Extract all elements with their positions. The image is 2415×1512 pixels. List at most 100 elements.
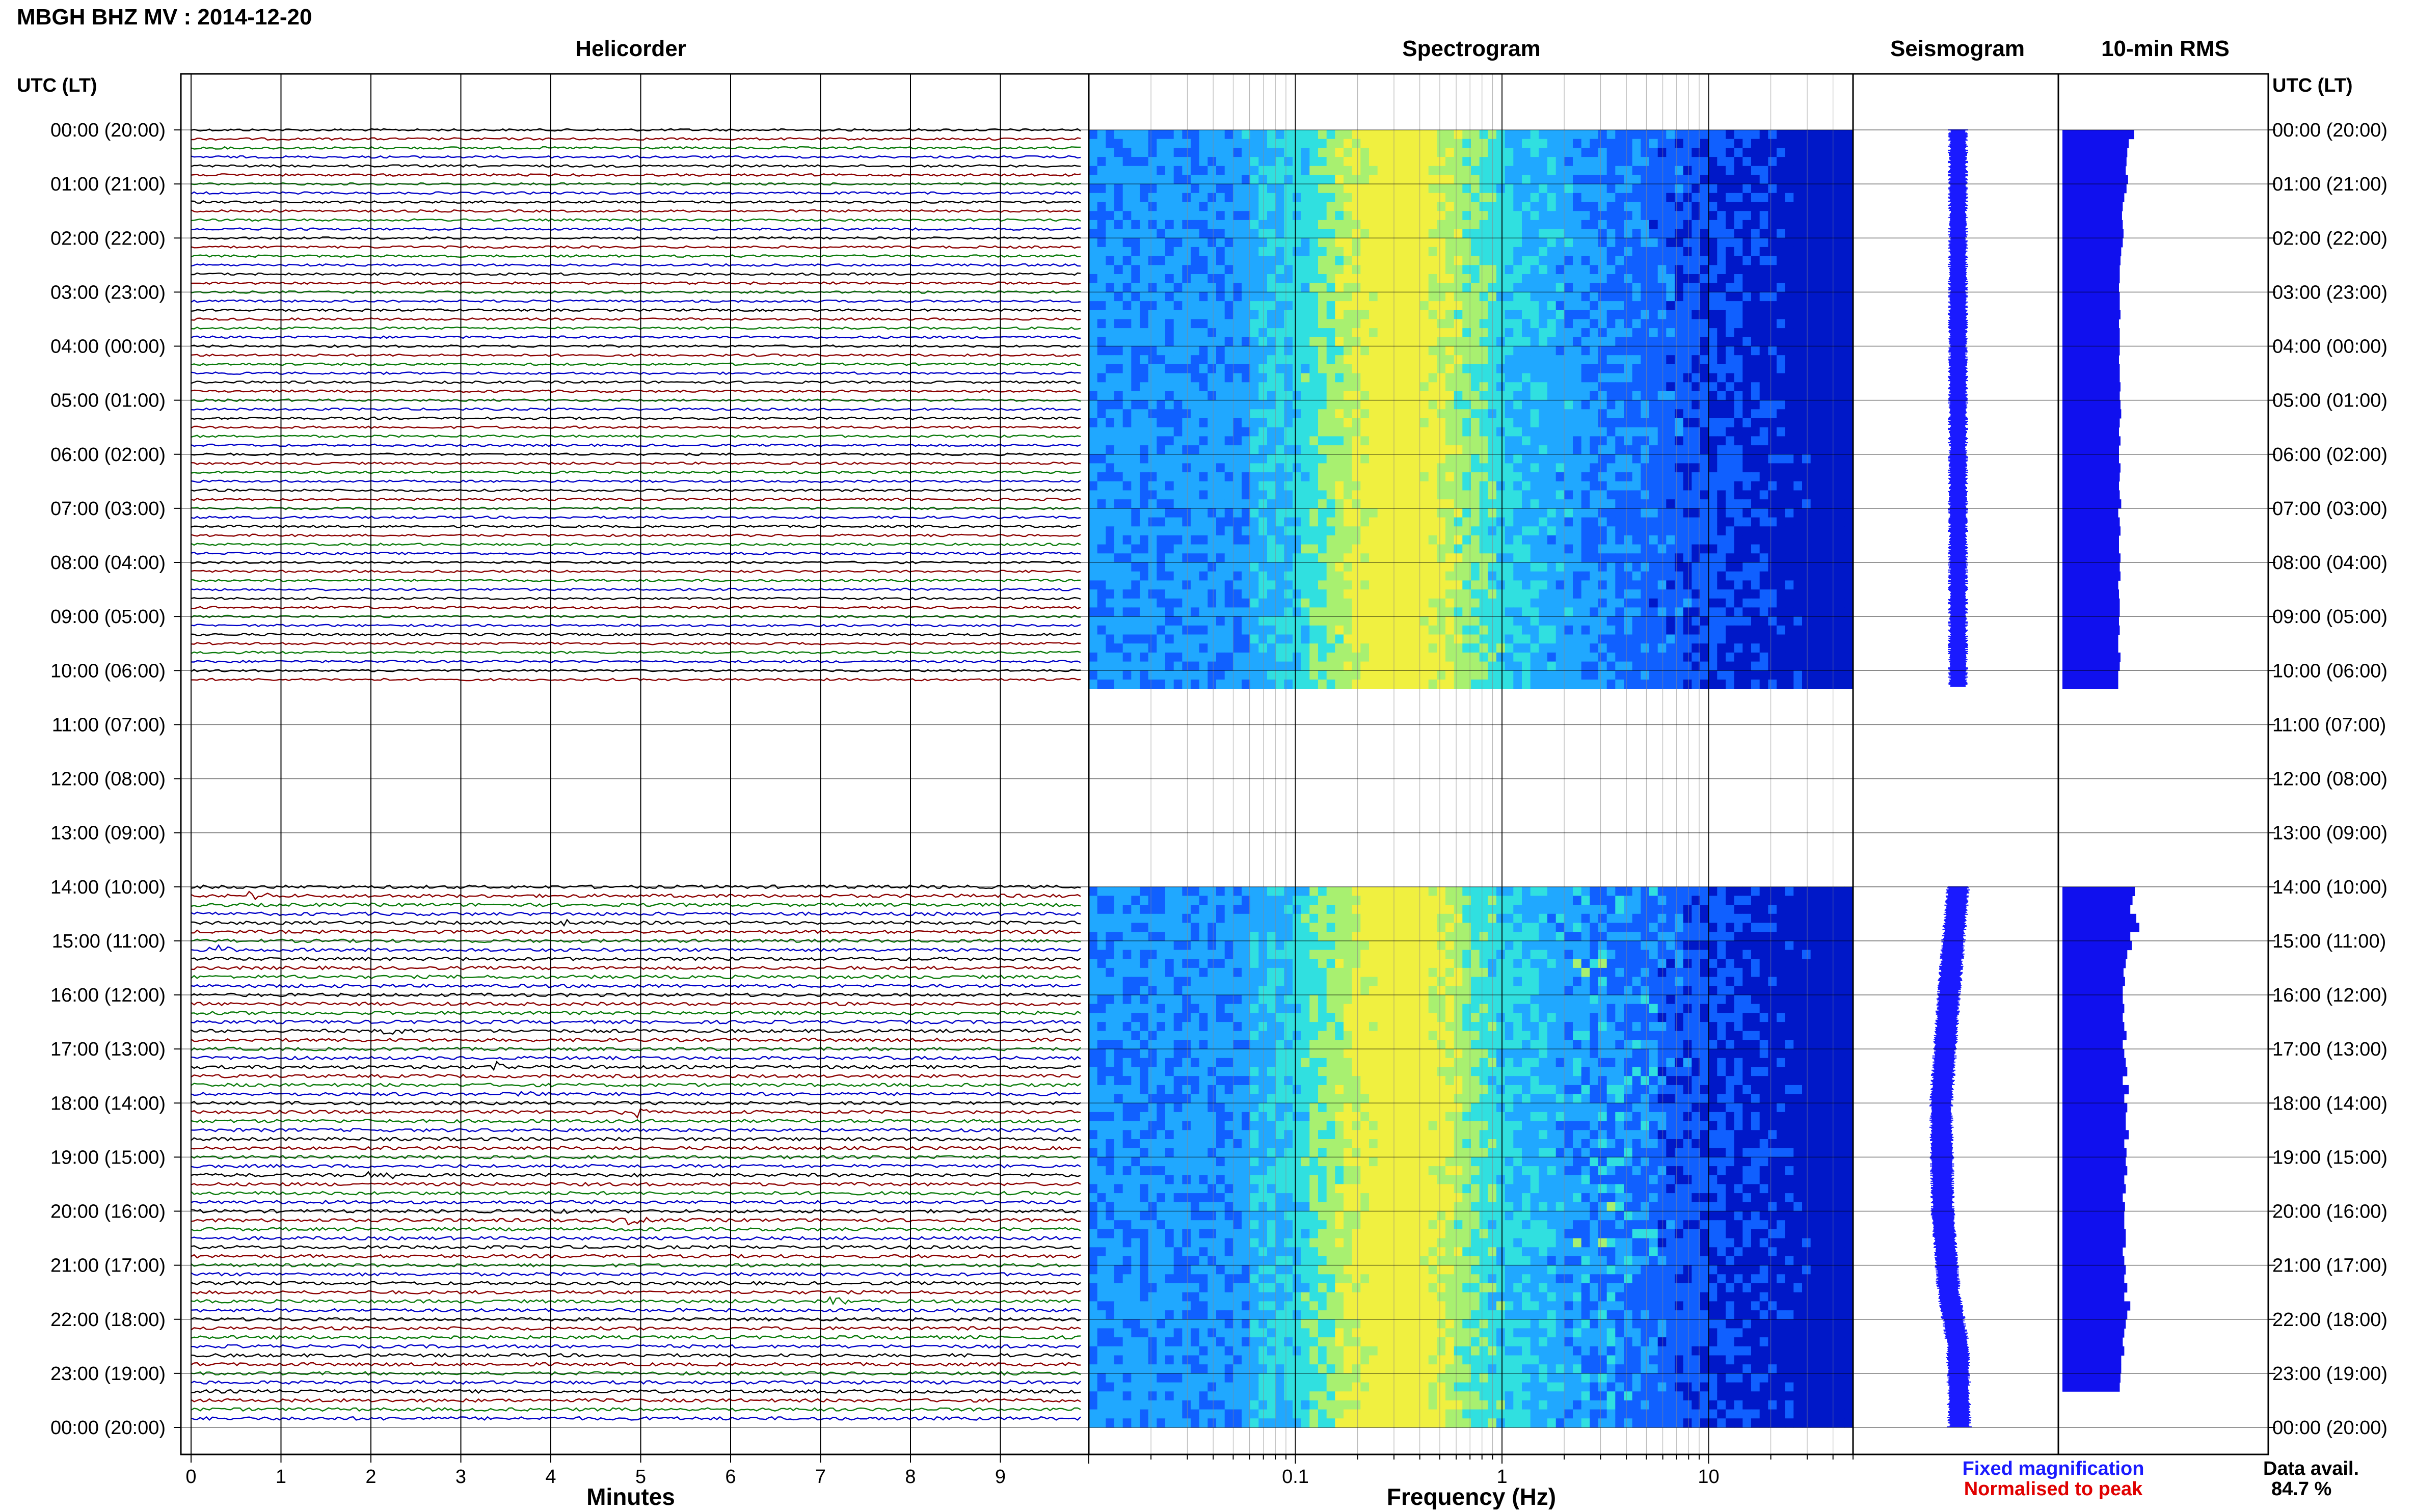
helicorder-trace bbox=[191, 1408, 1081, 1411]
spectrogram-cell bbox=[1513, 256, 1522, 265]
spectrogram-cell bbox=[1454, 319, 1463, 328]
spectrogram-cell bbox=[1505, 499, 1514, 508]
spectrogram-cell bbox=[1225, 572, 1233, 581]
spectrogram-cell bbox=[1301, 364, 1310, 373]
spectrogram-cell bbox=[1836, 166, 1845, 175]
spectrogram-cell bbox=[1828, 184, 1836, 193]
spectrogram-cell bbox=[1480, 355, 1488, 364]
spectrogram-cell bbox=[1293, 418, 1301, 427]
spectrogram-cell bbox=[1208, 166, 1216, 175]
spectrogram-cell bbox=[1590, 364, 1598, 373]
spectrogram-cell bbox=[1556, 472, 1565, 481]
spectrogram-cell bbox=[1742, 139, 1751, 148]
spectrogram-cell bbox=[1182, 247, 1191, 256]
spectrogram-cell bbox=[1140, 463, 1148, 472]
spectrogram-cell bbox=[1471, 337, 1480, 346]
spectrogram-cell bbox=[1131, 436, 1140, 445]
spectrogram-cell bbox=[1437, 193, 1445, 202]
spectrogram-cell bbox=[1573, 454, 1581, 464]
spectrogram-cell bbox=[1564, 202, 1573, 211]
spectrogram-cell bbox=[1785, 337, 1794, 346]
spectrogram-cell bbox=[1233, 346, 1242, 356]
spectrogram-cell bbox=[1751, 580, 1760, 589]
spectrogram-cell bbox=[1505, 572, 1514, 581]
spectrogram-cell bbox=[1531, 562, 1539, 572]
spectrogram-cell bbox=[1726, 454, 1734, 464]
spectrogram-cell bbox=[1378, 572, 1386, 581]
spectrogram-cell bbox=[1836, 589, 1845, 599]
spectrogram-cell bbox=[1632, 166, 1641, 175]
spectrogram-cell bbox=[1785, 391, 1794, 400]
spectrogram-cell bbox=[1182, 175, 1191, 184]
spectrogram-cell bbox=[1811, 346, 1819, 356]
spectrogram-cell bbox=[1480, 553, 1488, 562]
spectrogram-cell bbox=[1344, 418, 1352, 427]
spectrogram-cell bbox=[1760, 157, 1768, 166]
spectrogram-cell bbox=[1403, 265, 1412, 274]
spectrogram-cell bbox=[1182, 139, 1191, 148]
spectrogram-cell bbox=[1793, 418, 1802, 427]
spectrogram-cell bbox=[1717, 373, 1726, 383]
spectrogram-cell bbox=[1301, 580, 1310, 589]
spectrogram-cell bbox=[1709, 445, 1718, 454]
spectrogram-cell bbox=[1598, 382, 1607, 391]
spectrogram-cell bbox=[1114, 265, 1123, 274]
spectrogram-cell bbox=[1793, 355, 1802, 364]
spectrogram-cell bbox=[1828, 157, 1836, 166]
spectrogram-cell bbox=[1097, 211, 1106, 220]
spectrogram-cell bbox=[1556, 220, 1565, 229]
spectrogram-cell bbox=[1123, 463, 1132, 472]
spectrogram-cell bbox=[1242, 265, 1250, 274]
spectrogram-cell bbox=[1598, 238, 1607, 247]
spectrogram-cell bbox=[1793, 283, 1802, 292]
spectrogram-cell bbox=[1836, 391, 1845, 400]
spectrogram-cell bbox=[1208, 562, 1216, 572]
spectrogram-cell bbox=[1598, 265, 1607, 274]
spectrogram-cell bbox=[1539, 310, 1547, 319]
spectrogram-cell bbox=[1445, 445, 1454, 454]
spectrogram-cell bbox=[1233, 454, 1242, 464]
spectrogram-cell bbox=[1284, 337, 1293, 346]
spectrogram-cell bbox=[1191, 337, 1199, 346]
spectrogram-cell bbox=[1700, 346, 1709, 356]
spectrogram-cell bbox=[1284, 518, 1293, 527]
spectrogram-cell bbox=[1819, 463, 1828, 472]
spectrogram-cell bbox=[1480, 337, 1488, 346]
spectrogram-cell bbox=[1378, 130, 1386, 139]
spectrogram-cell bbox=[1225, 445, 1233, 454]
spectrogram-cell bbox=[1632, 328, 1641, 337]
spectrogram-cell bbox=[1386, 292, 1394, 301]
spectrogram-cell bbox=[1284, 589, 1293, 599]
spectrogram-cell bbox=[1114, 157, 1123, 166]
spectrogram-cell bbox=[1828, 580, 1836, 589]
spectrogram-cell bbox=[1539, 427, 1547, 437]
spectrogram-cell bbox=[1131, 545, 1140, 554]
spectrogram-cell bbox=[1683, 491, 1692, 500]
spectrogram-cell bbox=[1581, 346, 1590, 356]
spectrogram-cell bbox=[1556, 319, 1565, 328]
spectrogram-cell bbox=[1420, 491, 1429, 500]
spectrogram-cell bbox=[1649, 211, 1658, 220]
spectrogram-cell bbox=[1547, 283, 1556, 292]
spectrogram-cell bbox=[1556, 400, 1565, 410]
spectrogram-cell bbox=[1123, 481, 1132, 491]
spectrogram-cell bbox=[1632, 229, 1641, 238]
spectrogram-cell bbox=[1624, 545, 1632, 554]
spectrogram-cell bbox=[1225, 130, 1233, 139]
spectrogram-cell bbox=[1641, 355, 1649, 364]
spectrogram-cell bbox=[1106, 211, 1114, 220]
spectrogram-cell bbox=[1327, 463, 1335, 472]
helicorder-trace bbox=[191, 1345, 1081, 1348]
spectrogram-cell bbox=[1615, 518, 1624, 527]
spectrogram-cell bbox=[1123, 607, 1132, 616]
spectrogram-cell bbox=[1811, 265, 1819, 274]
spectrogram-cell bbox=[1250, 202, 1259, 211]
spectrogram-cell bbox=[1658, 427, 1667, 437]
spectrogram-cell bbox=[1505, 526, 1514, 535]
spectrogram-cell bbox=[1658, 445, 1667, 454]
spectrogram-cell bbox=[1793, 391, 1802, 400]
spectrogram-cell bbox=[1726, 400, 1734, 410]
spectrogram-cell bbox=[1751, 553, 1760, 562]
spectrogram-cell bbox=[1777, 454, 1785, 464]
spectrogram-cell bbox=[1411, 166, 1420, 175]
